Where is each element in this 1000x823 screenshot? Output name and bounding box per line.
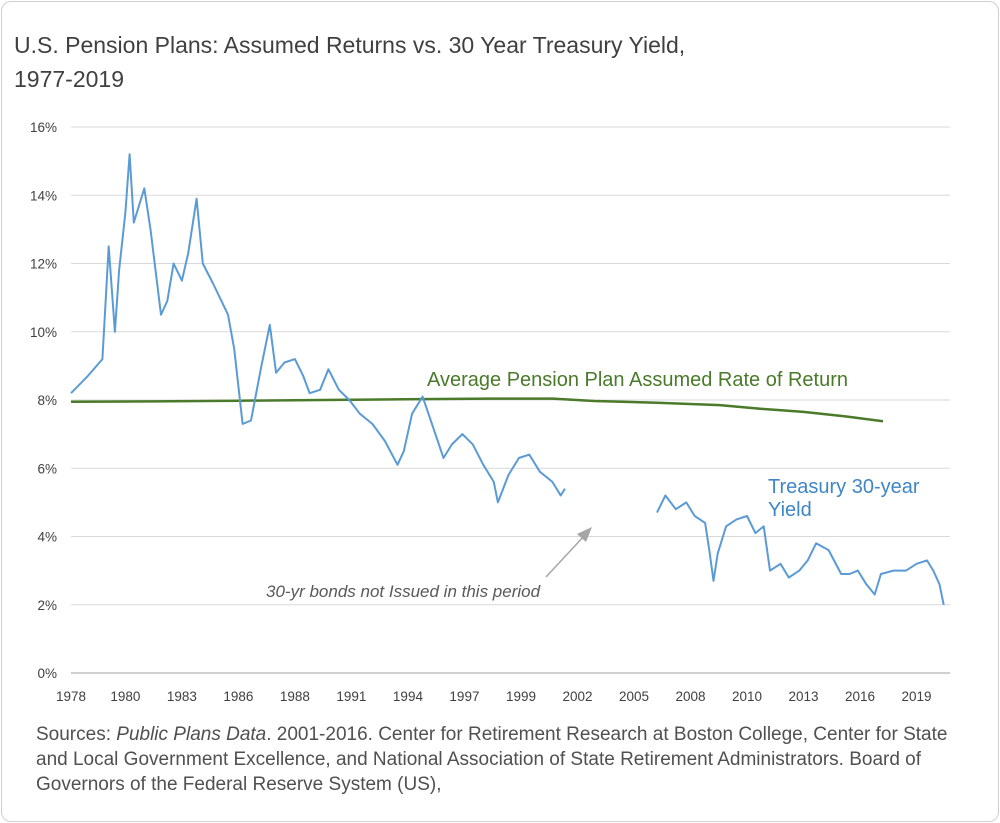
sources-rest: . 2001-2016. Center for Retirement Resea… [36,724,948,795]
y-tick-label: 8% [37,393,57,408]
x-tick-label: 2002 [562,689,592,704]
y-tick-label: 0% [37,666,57,681]
y-axis-tick-labels: 0% 2% 4% 6% 8% 10% 12% 14% 16% [30,120,57,681]
treasury-yield-line [70,153,945,606]
y-tick-label: 14% [30,188,57,203]
chart-title: U.S. Pension Plans: Assumed Returns vs. … [14,28,774,96]
x-tick-label: 1978 [56,689,86,704]
x-tick-label: 1997 [449,689,479,704]
sources-prefix: Sources: [36,724,117,745]
x-tick-label: 1994 [393,689,424,704]
x-tick-label: 1991 [336,689,366,704]
y-tick-label: 6% [37,461,57,476]
x-tick-label: 2013 [788,689,818,704]
gap-note-arrowhead-icon [577,527,592,542]
x-tick-label: 1983 [167,689,197,704]
y-tick-label: 16% [30,120,57,135]
y-tick-label: 12% [30,257,57,272]
x-tick-label: 1999 [506,689,536,704]
x-tick-label: 2016 [845,689,875,704]
chart-title-line2: 1977-2019 [14,66,124,92]
grid-lines [71,126,950,606]
pension-series-label: Average Pension Plan Assumed Rate of Ret… [427,369,848,391]
treasury-series-label-line1: Treasury 30-year [768,476,920,498]
y-tick-label: 10% [30,325,57,340]
sources-note: Sources: Public Plans Data. 2001-2016. C… [36,722,966,797]
x-tick-label: 2010 [732,689,762,704]
pension-assumed-return-line [70,397,884,423]
treasury-series-label-line2: Yield [768,499,812,521]
x-tick-label: 1980 [110,689,140,704]
sources-publication: Public Plans Data [116,724,267,745]
x-tick-label: 1988 [280,689,310,704]
x-tick-label: 1986 [223,689,253,704]
x-tick-label: 2008 [675,689,705,704]
y-tick-label: 2% [37,598,57,613]
x-tick-label: 2005 [619,689,649,704]
gap-note-arrow [545,534,586,578]
y-tick-label: 4% [37,530,57,545]
x-axis-tick-labels: 1978 1980 1983 1986 1988 1991 1994 1997 1999 2002… [56,689,932,704]
x-tick-label: 2019 [901,689,931,704]
gap-note: 30-yr bonds not Issued in this period [266,582,541,601]
chart-title-line1: U.S. Pension Plans: Assumed Returns vs. … [14,32,686,58]
